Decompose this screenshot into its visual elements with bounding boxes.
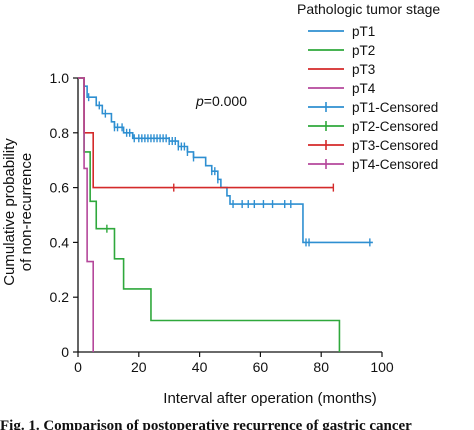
p-value-symbol: p: [195, 93, 204, 109]
series-layer: [78, 77, 373, 352]
x-tick-label: 100: [370, 359, 394, 375]
y-tick-label: 0: [61, 344, 69, 360]
figure-caption: Fig. 1. Comparison of postoperative recu…: [0, 418, 412, 430]
y-tick-label: 0.6: [50, 180, 70, 196]
y-tick-label: 1.0: [50, 70, 70, 86]
p-value-text: =0.000: [204, 93, 247, 109]
legend: Pathologic tumor stage pT1 pT2 pT3 pT4 pT1-C…: [297, 1, 474, 182]
y-axis-title-line2: of non-recurrence: [18, 153, 35, 271]
legend-entry-label: pT4: [352, 81, 376, 96]
series-line-pT2: [78, 77, 341, 352]
legend-entry-label: pT2-Censored: [352, 119, 438, 134]
y-tick-label: 0.4: [50, 234, 70, 250]
legend-entry-label: pT2: [352, 43, 375, 58]
legend-entry-label: pT4-Censored: [352, 157, 438, 172]
y-tick-label: 0.2: [50, 289, 70, 305]
y-tick-label: 0.8: [50, 125, 70, 141]
x-tick-label: 40: [192, 359, 208, 375]
p-value-annotation: p=0.000: [195, 93, 247, 109]
legend-background: [304, 20, 474, 182]
legend-entry-label: pT3-Censored: [352, 138, 438, 153]
series-line-pT4: [78, 77, 94, 352]
x-axis-title: Interval after operation (months): [163, 390, 376, 407]
y-axis-title-line1: Cumulative probability: [1, 138, 18, 286]
legend-entry-label: pT3: [352, 62, 375, 77]
legend-entry-label: pT1: [352, 24, 375, 39]
x-tick-label: 20: [131, 359, 147, 375]
legend-title: Pathologic tumor stage: [297, 1, 440, 17]
x-tick-label: 0: [74, 359, 82, 375]
legend-entry-label: pT1-Censored: [352, 100, 438, 115]
axes: 0 20 40 60 80 100 0 0.2 0.4 0.6 0.8 1.0: [50, 70, 394, 375]
x-tick-label: 80: [313, 359, 329, 375]
x-tick-label: 60: [253, 359, 269, 375]
